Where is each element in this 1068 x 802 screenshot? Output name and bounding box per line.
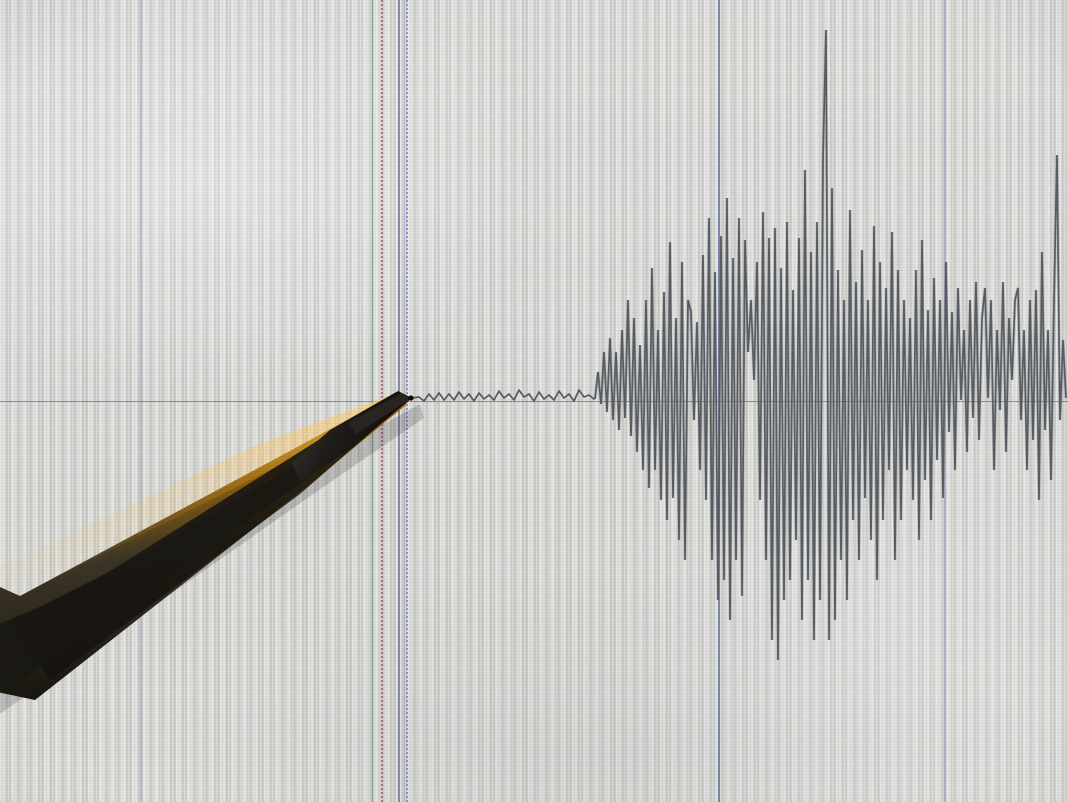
- pencil-highlight: [0, 392, 410, 596]
- pencil-core-streak: [0, 412, 386, 690]
- pencil-tip: [292, 391, 414, 482]
- trace-quiet-segment: [411, 389, 595, 402]
- trace-burst-segment: [593, 29, 1068, 661]
